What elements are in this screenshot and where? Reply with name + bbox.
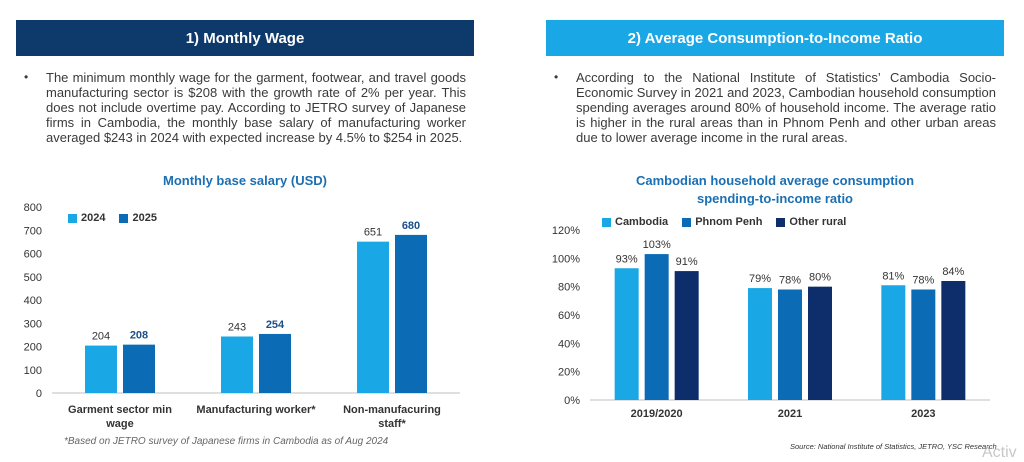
category-label: 2019/2020 — [631, 408, 683, 420]
salary-footnote: *Based on JETRO survey of Japanese firms… — [64, 436, 389, 447]
legend-item-other-rural: Other rural — [776, 216, 846, 228]
data-label: 79% — [749, 273, 771, 285]
section-header-monthly-wage: 1) Monthly Wage — [16, 20, 474, 56]
bar — [881, 285, 906, 400]
bar — [808, 286, 832, 400]
y-tick-label: 60% — [558, 310, 580, 322]
legend-item-2024: 2024 — [68, 212, 105, 224]
bar — [357, 241, 389, 393]
bar — [911, 289, 936, 400]
category-label: 2023 — [911, 408, 935, 420]
chart-title-line: spending-to-income ratio — [697, 191, 853, 206]
category-label: wage — [105, 418, 134, 430]
data-label: 243 — [228, 322, 246, 334]
data-label: 680 — [402, 220, 420, 232]
legend-label: 2025 — [132, 212, 157, 224]
consumption-bullet-text: According to the National Institute of S… — [576, 70, 996, 145]
data-label: 103% — [643, 239, 671, 251]
data-label: 84% — [942, 266, 964, 278]
source-note: Source: National Institute of Statistics… — [790, 442, 997, 451]
bar — [748, 288, 772, 400]
category-label: Manufacturing worker* — [196, 404, 316, 416]
legend-label: Cambodia — [615, 216, 669, 228]
data-label: 204 — [92, 331, 110, 343]
data-label: 91% — [676, 256, 698, 268]
bar — [941, 281, 966, 400]
y-tick-label: 600 — [24, 249, 42, 261]
legend-consumption: Cambodia Phnom Penh Other rural — [602, 216, 846, 228]
y-tick-label: 0% — [564, 395, 580, 407]
y-tick-label: 20% — [558, 367, 580, 379]
y-tick-label: 100 — [24, 365, 42, 377]
legend-swatch — [68, 213, 77, 223]
bar — [614, 268, 639, 400]
legend-swatch — [602, 217, 611, 227]
data-label: 93% — [616, 253, 638, 265]
data-label: 78% — [779, 275, 801, 287]
bar — [674, 271, 699, 400]
legend-label: Phnom Penh — [695, 216, 763, 228]
legend-swatch — [119, 213, 129, 223]
y-tick-label: 300 — [24, 318, 42, 330]
chart-title-line: Cambodian household average consumption — [635, 173, 915, 188]
legend-label: 2024 — [81, 212, 106, 224]
data-label: 78% — [912, 275, 934, 287]
legend-swatch — [682, 217, 692, 227]
y-tick-label: 400 — [24, 295, 42, 307]
y-tick-label: 80% — [558, 282, 580, 294]
bar — [259, 333, 291, 393]
category-label: Non-manufacuring — [343, 404, 441, 416]
data-label: 651 — [364, 227, 382, 239]
y-tick-label: 0 — [36, 388, 42, 400]
bar — [221, 336, 253, 393]
y-tick-label: 100% — [552, 253, 580, 265]
legend-item-phnom-penh: Phnom Penh — [682, 216, 762, 228]
y-tick-label: 500 — [24, 272, 42, 284]
bar — [778, 289, 802, 400]
bullet-marker: • — [554, 70, 559, 84]
legend-label: Other rural — [789, 216, 847, 228]
chart-title-consumption: Cambodian household average consumption … — [560, 172, 990, 208]
category-label: 2021 — [778, 408, 802, 420]
legend-item-2025: 2025 — [119, 212, 157, 224]
data-label: 81% — [882, 270, 904, 282]
y-tick-label: 800 — [24, 202, 42, 214]
y-tick-label: 40% — [558, 338, 580, 350]
category-label: staff* — [378, 418, 406, 430]
y-tick-label: 120% — [552, 225, 580, 237]
legend-swatch — [776, 217, 786, 227]
bar — [85, 345, 117, 393]
section-header-consumption-ratio: 2) Average Consumption-to-Income Ratio — [546, 20, 1004, 56]
legend-item-cambodia: Cambodia — [602, 216, 668, 228]
monthly-wage-bullet-text: The minimum monthly wage for the garment… — [46, 70, 466, 145]
y-tick-label: 200 — [24, 342, 42, 354]
bar — [395, 234, 427, 393]
legend-salary: 2024 2025 — [68, 212, 157, 224]
chart-title-salary: Monthly base salary (USD) — [163, 173, 327, 188]
bar — [123, 344, 155, 393]
y-tick-label: 700 — [24, 225, 42, 237]
data-label: 208 — [130, 330, 148, 342]
activation-watermark: Activ — [982, 444, 1017, 461]
category-label: Garment sector min — [68, 404, 172, 416]
bullet-marker: • — [24, 70, 29, 84]
data-label: 254 — [266, 319, 285, 331]
data-label: 80% — [809, 272, 831, 284]
bar — [644, 254, 669, 400]
